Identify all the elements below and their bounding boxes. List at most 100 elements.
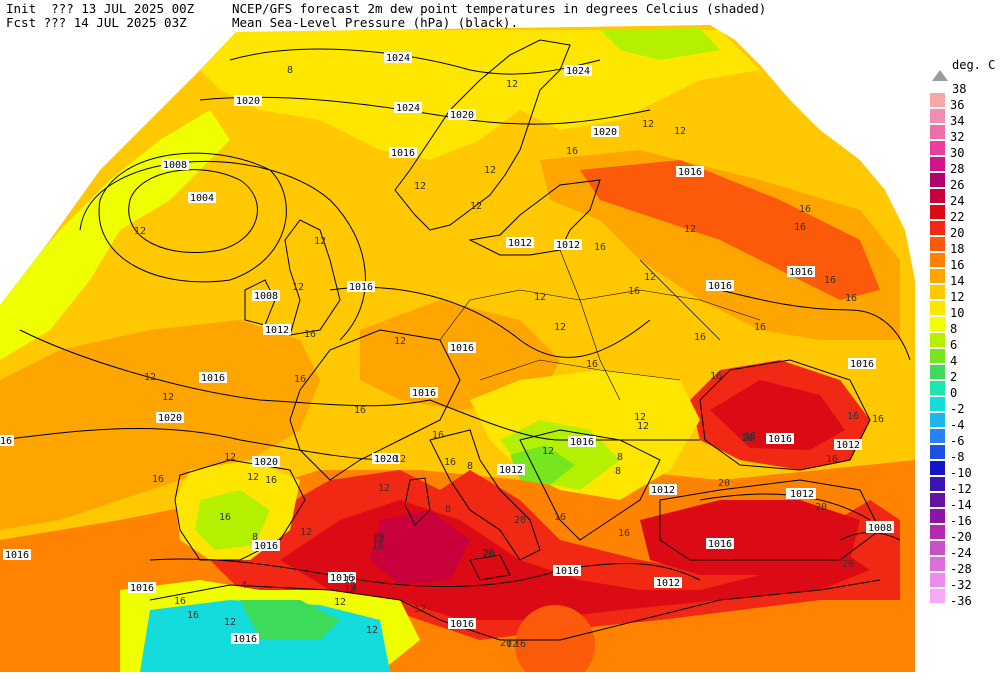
dewpoint-contour-label: 16 (826, 454, 838, 465)
legend-entry: -6 (922, 428, 1000, 447)
isobar-1016-east (719, 289, 911, 361)
shaded-field (0, 25, 915, 672)
svg-text:1008: 1008 (254, 291, 278, 302)
svg-text:1012: 1012 (790, 489, 814, 500)
dewpoint-contour-label: 12 (506, 79, 518, 90)
field-med-crimson (370, 510, 470, 585)
legend-entry: 2 (922, 364, 1000, 383)
legend-entry: 28 (922, 156, 1000, 175)
svg-text:1020: 1020 (450, 110, 474, 121)
svg-text:1012: 1012 (656, 578, 680, 589)
isobar-label: 1024 (394, 102, 422, 114)
border-2 (479, 359, 681, 381)
field-deep-orange-east (580, 160, 880, 300)
field-atlantic-yellow (0, 110, 230, 360)
svg-text:1016: 1016 (450, 343, 474, 354)
dewpoint-contour-label: 16 (219, 512, 231, 523)
isobar-label: 1012 (834, 439, 862, 451)
legend-entry: -10 (922, 460, 1000, 479)
legend-entry: -32 (922, 572, 1000, 592)
isobar-label: 1016 (3, 549, 31, 561)
coast-ireland (244, 279, 276, 326)
svg-text:1004: 1004 (190, 193, 214, 204)
legend-label: 22 (950, 210, 965, 224)
isobar-label: 1020 (591, 126, 619, 138)
legend-entry: 0 (922, 380, 1000, 399)
svg-text:1012: 1012 (508, 238, 532, 249)
legend-entry: 20 (922, 220, 1000, 239)
legend-entry: -2 (922, 396, 1000, 415)
dewpoint-contour-label: 12 (300, 527, 312, 538)
legend-swatch (930, 525, 945, 539)
svg-text:1020: 1020 (158, 413, 182, 424)
field-balkan-greener (510, 445, 575, 485)
legend-entry: 14 (922, 268, 1000, 287)
dewpoint-contour-label: 16 (845, 293, 857, 304)
svg-text:1016: 1016 (850, 359, 874, 370)
svg-text:1012: 1012 (836, 440, 860, 451)
isobar-label: 1012 (263, 324, 291, 336)
svg-text:1012: 1012 (265, 325, 289, 336)
isobar-1016-med (149, 558, 701, 588)
legend-entry: -8 (922, 444, 1000, 463)
svg-text:1016: 1016 (412, 388, 436, 399)
isobar-label: 1008 (161, 159, 189, 171)
dewpoint-contour-label: 12 (542, 446, 554, 457)
dewpoint-contour-label: 16 (594, 242, 606, 253)
title-line-2: Mean Sea-Level Pressure (hPa) (black). (232, 15, 518, 30)
isobar-label: 1016 (347, 281, 375, 293)
dewpoint-contour-label: 12 (642, 119, 654, 130)
dewpoint-contour-label: 12 (394, 336, 406, 347)
isobar-label: 1016 (706, 280, 734, 292)
dewpoint-contour-label: 16 (628, 286, 640, 297)
svg-text:1012: 1012 (556, 240, 580, 251)
field-east-med-dark (640, 500, 860, 575)
legend-label: 36 (950, 98, 965, 112)
legend-label: -20 (950, 530, 972, 544)
coast-westeurope (289, 329, 461, 481)
field-africa-green (240, 600, 340, 640)
legend-swatch (930, 365, 945, 379)
dewpoint-contour-label: 12 (344, 575, 356, 586)
init-line: Init ??? 13 JUL 2025 00Z (6, 1, 195, 16)
field-blacksea-dark (710, 380, 845, 450)
legend-swatch (930, 205, 945, 219)
dewpoint-contour-label: 16 (514, 639, 526, 650)
isobar-1016-a (19, 329, 431, 407)
isobar-label: 1016 (231, 633, 259, 645)
legend-swatch (930, 573, 945, 587)
svg-text:1008: 1008 (163, 160, 187, 171)
svg-text:1016: 1016 (349, 282, 373, 293)
coast-turkey (659, 479, 881, 561)
dewpoint-contour-label: 4 (351, 583, 357, 594)
dewpoint-contour-label: 12 (314, 236, 326, 247)
legend-swatch (930, 541, 945, 555)
legend-entry: -36 (922, 588, 1000, 607)
isobar-label: 1016 (848, 358, 876, 370)
legend-entry: 8 (922, 316, 1000, 335)
isobar-label: 1020 (372, 453, 400, 465)
isobar-label: 1012 (497, 464, 525, 476)
legend-swatch (930, 381, 945, 395)
dewpoint-contour-label: 12 (247, 472, 259, 483)
legend-label: 12 (950, 290, 965, 304)
dewpoint-contour-label: 20 (500, 638, 512, 649)
legend-entry: -24 (922, 540, 1000, 559)
dewpoint-contour-label: 16 (824, 275, 836, 286)
legend-swatch (930, 413, 945, 427)
legend-label: -32 (950, 578, 972, 592)
isobar-label: 1016 (568, 436, 596, 448)
legend-swatch (930, 461, 945, 475)
dewpoint-contour-label: 20 (483, 549, 495, 560)
svg-text:1016: 1016 (254, 541, 278, 552)
legend-entry: 4 (922, 348, 1000, 367)
legend-swatch (930, 173, 945, 187)
legend-entry: 12 (922, 284, 1000, 304)
legend-swatch (930, 237, 945, 251)
legend-label: -4 (950, 418, 965, 432)
legend-entry: -12 (922, 476, 1000, 495)
legend-entry: 10 (922, 300, 1000, 319)
isobar-label: 1004 (188, 192, 216, 204)
legend-label: -14 (950, 498, 972, 512)
